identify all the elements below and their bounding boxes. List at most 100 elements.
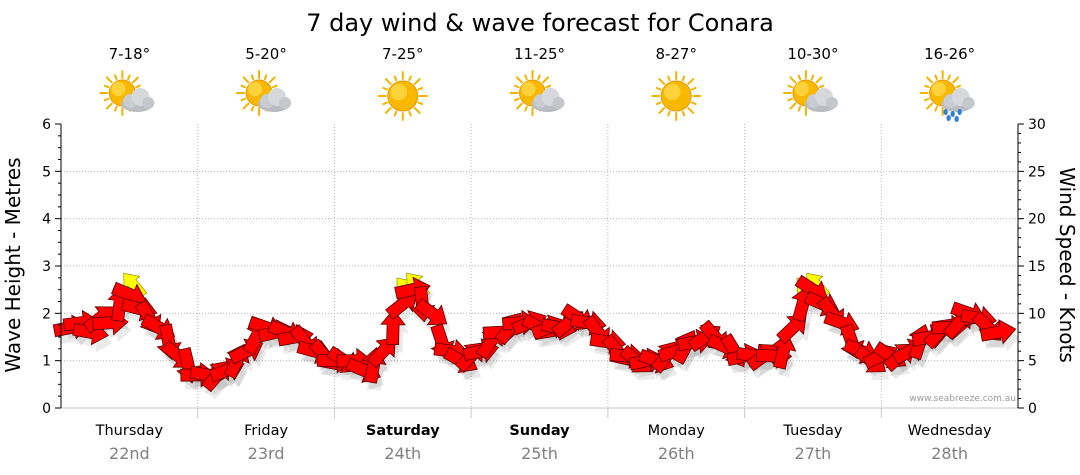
day-date-label: 28th xyxy=(931,444,968,463)
sun-ray xyxy=(797,105,802,112)
sun-ray xyxy=(690,86,697,91)
daily-temperatures: 7-18° 5-20° 7-25° 11-25° 8-27° 10-30° 16-26° xyxy=(109,45,976,63)
sun-highlight xyxy=(931,81,946,97)
sun-ray xyxy=(515,76,523,84)
partly-cloudy-icon xyxy=(509,70,565,116)
sun-ray xyxy=(513,97,520,102)
cloud-part xyxy=(279,97,292,109)
sun-ray xyxy=(537,74,541,81)
sun-ray xyxy=(924,84,930,89)
left-tick-label: 1 xyxy=(42,354,51,370)
sun-ray xyxy=(240,84,247,89)
sun-ray xyxy=(135,84,141,89)
cloud-shape xyxy=(941,88,975,112)
wind-arrow xyxy=(979,319,1017,345)
left-axis: 0 1 2 3 4 5 6 xyxy=(42,117,62,417)
partly-cloudy-icon xyxy=(236,70,292,116)
plot-area xyxy=(52,272,1020,400)
temperature-label: 16-26° xyxy=(924,45,975,63)
sun-ray xyxy=(952,76,960,84)
left-tick-label: 5 xyxy=(42,164,51,180)
sun-ray xyxy=(797,74,802,81)
sun-icon xyxy=(651,71,702,121)
sun-ray xyxy=(417,86,424,91)
wind-arrows xyxy=(52,272,1017,393)
right-tick-label: 5 xyxy=(1028,354,1037,370)
cloud-shape xyxy=(804,88,838,112)
day-date-label: 27th xyxy=(795,444,832,463)
sun-ray xyxy=(408,110,412,117)
day-date-label: 22nd xyxy=(109,444,150,463)
sun-ray xyxy=(103,97,110,102)
day-name-label: Sunday xyxy=(509,423,570,439)
right-tick-label: 20 xyxy=(1028,212,1046,228)
sun-highlight xyxy=(111,81,126,97)
day-name-label: Tuesday xyxy=(782,423,842,439)
sun-ray xyxy=(250,105,255,112)
rain-drop xyxy=(950,111,955,117)
day-name-label: Wednesday xyxy=(908,423,992,439)
y-axis-label-right: Wind Speed - Knots xyxy=(1055,167,1079,363)
sun-ray xyxy=(542,76,550,84)
day-name-label: Saturday xyxy=(366,423,440,439)
right-tick-label: 10 xyxy=(1028,306,1046,322)
day-name-label: Thursday xyxy=(95,423,164,439)
chart-title: 7 day wind & wave forecast for Conara xyxy=(306,9,774,37)
right-axis: 0 5 10 15 20 25 30 xyxy=(1017,117,1046,417)
sun-ray xyxy=(818,84,825,89)
rain-drop xyxy=(957,109,962,115)
day-date-label: 26th xyxy=(658,444,695,463)
sun-ray xyxy=(524,74,528,81)
sun-ray xyxy=(789,102,797,110)
sun-highlight xyxy=(663,83,681,101)
temperature-label: 10-30° xyxy=(787,45,838,63)
sun-ray xyxy=(513,84,520,89)
right-tick-label: 25 xyxy=(1028,164,1046,180)
sun-ray xyxy=(926,76,934,84)
sun-ray xyxy=(667,110,671,117)
partly-cloudy-icon xyxy=(782,70,838,116)
sun-ray xyxy=(127,74,131,81)
sun-ray xyxy=(103,84,110,89)
temperature-label: 7-25° xyxy=(382,45,424,63)
rain-drop xyxy=(946,115,951,121)
wind-arrow xyxy=(776,314,807,345)
sun-icon xyxy=(377,71,428,121)
sun-ray xyxy=(787,84,794,89)
day-date-label: 25th xyxy=(521,444,558,463)
partly-cloudy-icon xyxy=(99,70,155,116)
temperature-label: 7-18° xyxy=(109,45,151,63)
sun-ray xyxy=(408,75,412,82)
cloud-part xyxy=(552,97,565,109)
sun-ray xyxy=(382,86,389,91)
sun-ray xyxy=(655,101,662,106)
sun-ray xyxy=(413,107,421,114)
sun-ray xyxy=(515,102,523,110)
sun-ray xyxy=(934,105,938,112)
sun-ray xyxy=(815,76,823,84)
sun-ray xyxy=(690,101,697,106)
sun-ray xyxy=(934,74,938,81)
right-tick-label: 30 xyxy=(1028,117,1046,133)
sun-highlight xyxy=(390,83,408,101)
sun-ray xyxy=(924,97,930,102)
weather-icons xyxy=(99,70,975,122)
sun-highlight xyxy=(794,81,810,97)
sun-ray xyxy=(417,101,424,106)
sun-ray xyxy=(242,102,250,110)
y-axis-label-left: Wave Height - Metres xyxy=(1,157,25,372)
sun-ray xyxy=(658,107,666,114)
temperature-label: 5-20° xyxy=(245,45,287,63)
sun-ray xyxy=(250,74,255,81)
wind-arrow xyxy=(380,308,406,346)
chart-grid xyxy=(61,124,1018,418)
day-name-label: Monday xyxy=(648,423,706,439)
right-tick-label: 15 xyxy=(1028,259,1046,275)
sun-ray xyxy=(242,76,250,84)
cloud-shape xyxy=(121,88,155,112)
right-tick-label: 0 xyxy=(1028,401,1037,417)
sun-ray xyxy=(667,75,671,82)
cloud-shape xyxy=(258,88,292,112)
sun-ray xyxy=(789,76,797,84)
